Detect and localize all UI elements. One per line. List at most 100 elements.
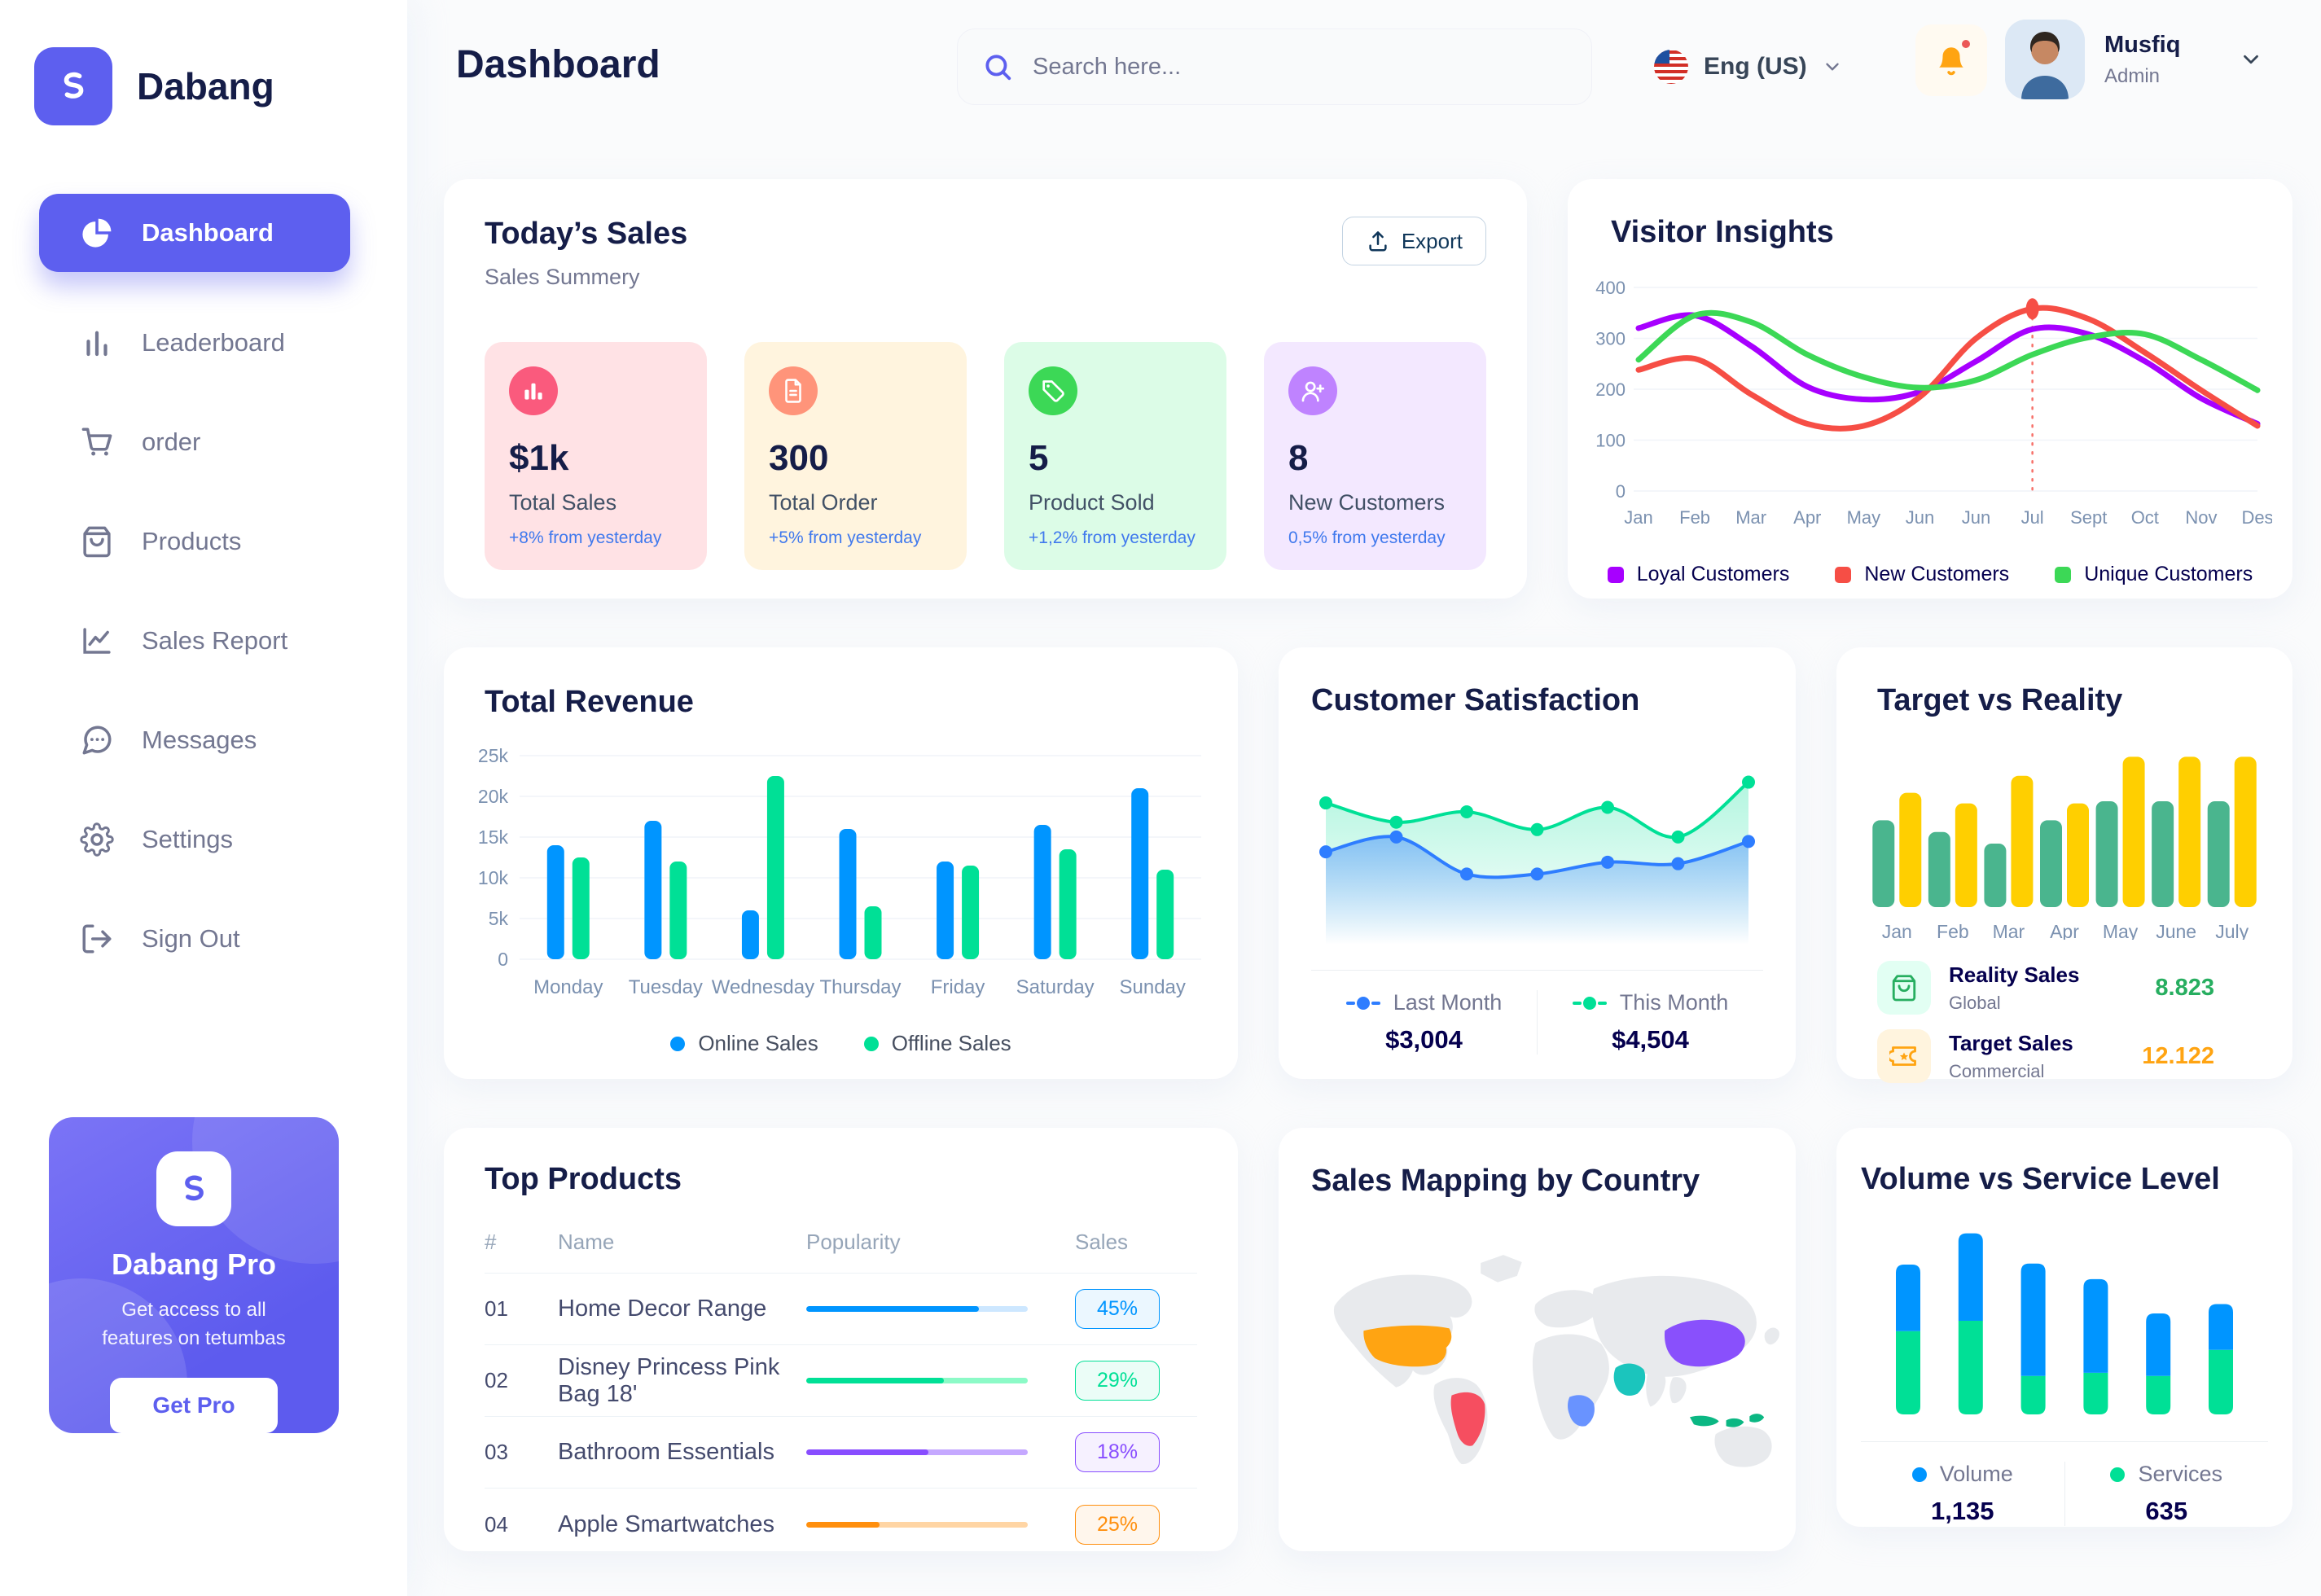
products-icon xyxy=(80,524,114,559)
customer-satisfaction-legend: Last Month $3,004 This Month $4,504 xyxy=(1311,970,1763,1054)
pro-subtitle: Get access to all features on tetumbas xyxy=(102,1299,286,1349)
get-pro-button[interactable]: Get Pro xyxy=(110,1377,278,1433)
total-revenue-card: Total Revenue 0 5k 10k 15k 20k 25k Monday Tuesd… xyxy=(444,647,1238,1079)
summary-label: Reality Sales xyxy=(1949,962,2080,987)
legend-divider xyxy=(2064,1462,2065,1526)
svg-text:Jan: Jan xyxy=(1624,507,1652,528)
sign-out-icon xyxy=(80,922,114,956)
map-country-congo xyxy=(1568,1395,1595,1427)
legend-label: Loyal Customers xyxy=(1636,563,1790,585)
language-selector[interactable]: Eng (US) xyxy=(1653,37,1843,96)
stat-label: Total Order xyxy=(769,490,878,515)
svg-text:25k: 25k xyxy=(478,746,509,766)
sidebar-item-sales-report[interactable]: Sales Report xyxy=(0,591,407,691)
target-vs-reality-chart: Jan Feb Mar Apr May June July xyxy=(1872,756,2257,940)
search-bar xyxy=(957,28,1592,105)
user-name: Musfiq xyxy=(2104,31,2181,58)
product-name: Home Decor Range xyxy=(558,1296,767,1322)
pro-promo-card: Dabang Pro Get access to all features on… xyxy=(49,1117,339,1433)
volume-vs-service-legend: Volume 1,135 Services 635 xyxy=(1861,1441,2268,1526)
legend-row: Volume xyxy=(1911,1462,2013,1487)
map-country-indonesia xyxy=(1689,1414,1765,1427)
map-country-brazil xyxy=(1450,1392,1485,1446)
svg-text:July: July xyxy=(2215,921,2249,940)
customer-satisfaction-card: Customer Satisfaction Last Month $3,004 Th… xyxy=(1279,647,1796,1079)
visitor-insights-chart: 0 100 200 300 400 Jan Feb Mar Apr May Jun Jun Jul Sep… xyxy=(1595,278,2272,528)
summary-value: 12.122 xyxy=(2142,1042,2214,1069)
legend-label: Online Sales xyxy=(698,1031,818,1055)
svg-text:0: 0 xyxy=(498,949,508,970)
legend-dot xyxy=(863,1036,879,1051)
legend-row: This Month xyxy=(1572,990,1728,1015)
legend-row: Last Month xyxy=(1345,990,1503,1015)
sidebar-item-leaderboard[interactable]: Leaderboard xyxy=(0,293,407,392)
legend-label: Offline Sales xyxy=(891,1031,1011,1055)
sidebar-item-dashboard[interactable]: Dashboard xyxy=(39,194,350,272)
sidebar-item-order[interactable]: order xyxy=(0,392,407,492)
stat-value: 5 xyxy=(1029,438,1049,478)
visitor-insights-title: Visitor Insights xyxy=(1611,215,1834,249)
chart-icon xyxy=(509,366,558,415)
user-plus-icon xyxy=(1288,366,1337,415)
sidebar-item-label: Sign Out xyxy=(142,924,240,953)
sidebar-item-products[interactable]: Products xyxy=(0,492,407,591)
summary-texts: Reality Sales Global xyxy=(1949,962,2079,1014)
sales-mapping-card: Sales Mapping by Country xyxy=(1279,1128,1796,1551)
svg-text:Jul: Jul xyxy=(2021,507,2044,528)
stat-card-total-sales: $1k Total Sales +8% from yesterday xyxy=(485,342,707,570)
stat-card-total-order: 300 Total Order +5% from yesterday xyxy=(744,342,967,570)
popularity-bar xyxy=(806,1378,1028,1383)
svg-text:Nov: Nov xyxy=(2185,507,2217,528)
total-revenue-chart: 0 5k 10k 15k 20k 25k Monday Tuesday Wednesday Thu… xyxy=(478,746,1201,998)
legend-item: Last Month $3,004 xyxy=(1311,990,1537,1054)
product-rank: 02 xyxy=(485,1368,508,1392)
popularity-fill xyxy=(806,1378,944,1383)
legend-swatch xyxy=(1607,566,1624,583)
export-button[interactable]: Export xyxy=(1341,217,1486,265)
legend-swatch xyxy=(2055,566,2072,583)
popularity-fill xyxy=(806,1306,980,1312)
user-menu[interactable]: Musfiq Admin xyxy=(2005,20,2263,99)
column-header: Name xyxy=(558,1230,615,1254)
notifications-button[interactable] xyxy=(1915,24,1987,96)
map-country-saudi xyxy=(1613,1363,1646,1396)
svg-text:Mar: Mar xyxy=(1993,921,2025,940)
legend-label: Volume xyxy=(1939,1462,2013,1486)
summary-row-bag: Reality Sales Global 8.823 xyxy=(1877,961,2252,1015)
search-input[interactable] xyxy=(1033,53,1567,81)
total-revenue-title: Total Revenue xyxy=(485,685,694,719)
svg-text:15k: 15k xyxy=(478,826,509,848)
legend-dot xyxy=(670,1036,686,1051)
svg-text:0: 0 xyxy=(1616,481,1626,502)
user-role: Admin xyxy=(2104,64,2161,87)
chevron-down-icon xyxy=(2244,55,2259,64)
legend-row: Services xyxy=(2110,1462,2222,1487)
svg-text:Thursday: Thursday xyxy=(819,976,901,998)
sidebar-item-label: Products xyxy=(142,527,242,555)
popularity-bar xyxy=(806,1521,1028,1528)
stat-delta: +8% from yesterday xyxy=(509,528,662,547)
us-flag-icon xyxy=(1653,49,1689,85)
sales-report-icon xyxy=(80,624,114,658)
legend-marker xyxy=(1345,996,1380,1010)
avatar xyxy=(2005,20,2085,99)
upload-icon xyxy=(1369,231,1387,252)
legend-marker xyxy=(1572,996,1607,1010)
table-row: 03 Bathroom Essentials 18% xyxy=(485,1417,1197,1489)
svg-text:Saturday: Saturday xyxy=(1016,976,1095,998)
stat-value: 300 xyxy=(769,438,829,478)
table-row: 01 Home Decor Range 45% xyxy=(485,1274,1197,1345)
svg-text:Feb: Feb xyxy=(1679,507,1710,528)
legend-value: $4,504 xyxy=(1612,1025,1689,1054)
sidebar-item-sign-out[interactable]: Sign Out xyxy=(0,889,407,989)
sidebar-item-messages[interactable]: Messages xyxy=(0,691,407,790)
column-header: # xyxy=(485,1230,497,1254)
sales-badge: 25% xyxy=(1075,1504,1160,1545)
sales-mapping-title: Sales Mapping by Country xyxy=(1311,1164,1700,1198)
column-header: Popularity xyxy=(806,1230,901,1254)
order-icon xyxy=(80,425,114,459)
todays-sales-subtitle: Sales Summery xyxy=(485,265,640,289)
stat-label: Product Sold xyxy=(1029,490,1155,515)
sidebar-item-settings[interactable]: Settings xyxy=(0,790,407,889)
legend-label: Last Month xyxy=(1393,990,1503,1015)
